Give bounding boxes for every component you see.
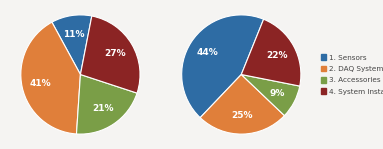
Text: 21%: 21%: [92, 104, 114, 113]
Text: 9%: 9%: [270, 89, 285, 98]
Wedge shape: [52, 15, 92, 74]
Wedge shape: [200, 74, 285, 134]
Wedge shape: [182, 15, 264, 118]
Wedge shape: [21, 22, 80, 134]
Wedge shape: [241, 19, 301, 86]
Text: 11%: 11%: [64, 30, 85, 39]
Text: 25%: 25%: [232, 111, 253, 119]
Wedge shape: [80, 16, 140, 93]
Text: 41%: 41%: [30, 79, 52, 88]
Text: 22%: 22%: [266, 51, 288, 60]
Wedge shape: [241, 74, 300, 116]
Legend: 1. Sensors, 2. DAQ System, 3. Accessories, 4. System Installation: 1. Sensors, 2. DAQ System, 3. Accessorie…: [319, 53, 383, 96]
Text: 27%: 27%: [105, 49, 126, 59]
Wedge shape: [77, 74, 137, 134]
Text: 44%: 44%: [196, 48, 218, 57]
